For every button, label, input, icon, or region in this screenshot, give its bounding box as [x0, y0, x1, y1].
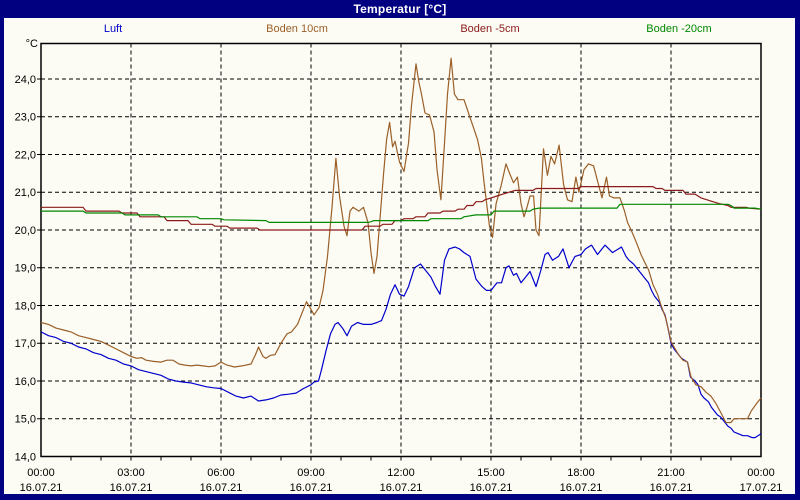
x-axis-time-label: 12:00	[387, 467, 415, 479]
plot-border	[40, 42, 762, 458]
x-axis-date-label: 16.07.21	[470, 482, 513, 494]
x-axis-date-label: 16.07.21	[560, 482, 603, 494]
y-axis-label: 21,0	[15, 187, 36, 199]
x-axis-time-label: 03:00	[117, 467, 145, 479]
series-line-boden-5cm	[41, 186, 762, 231]
x-axis-time-label: 18:00	[567, 467, 595, 479]
y-axis-label: 18,0	[15, 300, 36, 312]
x-axis-date-label: 16.07.21	[110, 482, 153, 494]
x-axis-time-label: 15:00	[477, 467, 505, 479]
legend-item-boden-20cm: Boden -20cm	[646, 23, 712, 35]
y-axis-label: 14,0	[15, 452, 36, 464]
chart-panel	[4, 18, 795, 494]
x-axis-time-label: 00:00	[747, 467, 775, 479]
y-axis-label: 16,0	[15, 376, 36, 388]
y-axis-label: 19,0	[15, 263, 36, 275]
legend-item-boden-10cm: Boden 10cm	[266, 23, 328, 35]
x-axis-date-label: 16.07.21	[200, 482, 243, 494]
y-axis-label: 17,0	[15, 338, 36, 350]
y-axis-unit: °C	[25, 38, 38, 50]
y-axis-label: 23,0	[15, 112, 36, 124]
y-axis-label: 22,0	[15, 149, 36, 161]
x-axis-time-label: 09:00	[297, 467, 325, 479]
series-line-boden-10cm	[40, 57, 762, 424]
x-axis-time-label: 06:00	[207, 467, 235, 479]
y-axis-label: 15,0	[15, 414, 36, 426]
x-axis-time-label: 21:00	[657, 467, 685, 479]
x-axis-date-label: 16.07.21	[290, 482, 333, 494]
x-axis-date-label: 16.07.21	[20, 482, 63, 494]
x-axis-date-label: 16.07.21	[380, 482, 423, 494]
x-axis-date-label: 17.07.21	[740, 482, 783, 494]
series-line-boden-20cm	[41, 203, 762, 223]
window-titlebar: Temperatur [°C]	[0, 0, 800, 18]
y-axis-label: 24,0	[15, 74, 36, 86]
legend-item-luft: Luft	[103, 23, 123, 35]
x-axis-date-label: 16.07.21	[650, 482, 693, 494]
x-axis-time-label: 00:00	[27, 467, 55, 479]
legend-item-boden-5cm: Boden -5cm	[460, 23, 520, 35]
y-axis-label: 20,0	[15, 225, 36, 237]
window-title: Temperatur [°C]	[353, 2, 447, 16]
